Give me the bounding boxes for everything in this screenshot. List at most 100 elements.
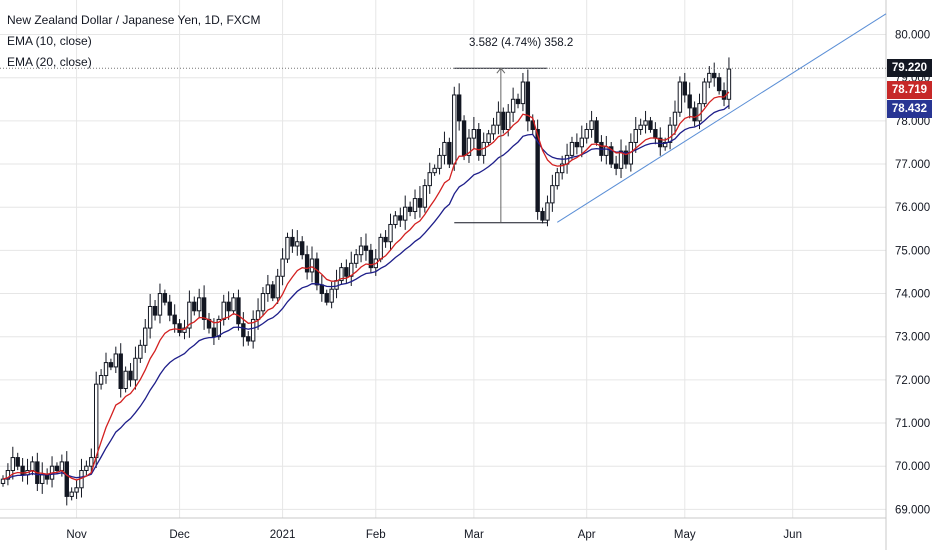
candle-body bbox=[339, 267, 344, 282]
candle-body bbox=[162, 293, 168, 303]
candle-body bbox=[128, 370, 133, 381]
candle-body bbox=[540, 211, 545, 221]
measure-arrow-head bbox=[496, 67, 506, 74]
candle-body bbox=[383, 236, 388, 243]
candle-body bbox=[466, 137, 472, 156]
ema10-price-tag: 78.719 bbox=[887, 80, 932, 99]
candle-body bbox=[437, 154, 442, 169]
candle-body bbox=[496, 111, 501, 126]
candle-body bbox=[559, 163, 565, 174]
last-price-tag: 79.220 bbox=[887, 59, 932, 78]
x-tick-label: Mar bbox=[464, 529, 484, 541]
candle-body bbox=[609, 146, 614, 165]
candle-body bbox=[407, 206, 413, 213]
candle-body bbox=[515, 98, 521, 105]
x-tick-label: Jun bbox=[783, 529, 802, 541]
trendline bbox=[556, 13, 887, 223]
candle-body bbox=[30, 461, 35, 472]
candle-body bbox=[152, 305, 158, 316]
candle-body bbox=[471, 129, 477, 139]
candle-body bbox=[638, 124, 643, 131]
candle-body bbox=[5, 470, 11, 480]
candle-body bbox=[712, 72, 717, 79]
candle-body bbox=[270, 284, 275, 299]
candle-body bbox=[403, 206, 408, 221]
candle-body bbox=[393, 215, 398, 225]
candle-body bbox=[15, 457, 20, 467]
candle-body bbox=[275, 275, 280, 299]
x-tick-label: 2021 bbox=[270, 529, 296, 541]
candle-body bbox=[40, 474, 45, 484]
candle-body bbox=[579, 137, 584, 148]
candle-body bbox=[476, 129, 481, 156]
candle-body bbox=[633, 129, 638, 143]
candle-body bbox=[584, 129, 589, 139]
candle-body bbox=[89, 457, 94, 467]
candle-body bbox=[520, 81, 526, 105]
candle-body bbox=[510, 98, 516, 113]
candle-body bbox=[157, 293, 163, 316]
candle-body bbox=[69, 491, 74, 497]
candle-body bbox=[221, 301, 226, 320]
candle-body bbox=[290, 236, 295, 247]
x-tick-label: May bbox=[674, 529, 696, 541]
candle-body bbox=[555, 172, 560, 187]
x-tick-label: Apr bbox=[578, 529, 596, 541]
candle-body bbox=[280, 258, 285, 277]
candle-body bbox=[192, 301, 197, 312]
candle-body bbox=[329, 288, 334, 303]
candle-body bbox=[569, 141, 575, 156]
y-tick-label: 78.000 bbox=[895, 116, 930, 128]
candle-body bbox=[108, 362, 114, 368]
candle-body bbox=[667, 124, 673, 143]
candle-body bbox=[231, 297, 236, 312]
candle-body bbox=[506, 111, 511, 130]
candle-body bbox=[501, 111, 506, 130]
candle-body bbox=[672, 111, 678, 126]
x-tick-label: Nov bbox=[66, 529, 87, 541]
candle-body bbox=[358, 245, 364, 256]
candle-body bbox=[432, 167, 437, 174]
candle-body bbox=[0, 478, 6, 484]
ema10-line bbox=[2, 91, 730, 481]
legend-symbol: New Zealand Dollar / Japanese Yen, 1D, F… bbox=[7, 13, 261, 27]
candle-body bbox=[123, 370, 128, 390]
candle-body bbox=[10, 457, 16, 472]
candle-body bbox=[344, 267, 349, 277]
chart-legend: New Zealand Dollar / Japanese Yen, 1D, F… bbox=[7, 10, 260, 73]
candle-body bbox=[363, 245, 369, 251]
candle-body bbox=[613, 163, 619, 169]
candle-body bbox=[589, 120, 594, 131]
candle-body bbox=[687, 94, 692, 109]
candle-body bbox=[216, 318, 222, 338]
candle-body bbox=[236, 297, 241, 325]
candle-body bbox=[133, 357, 138, 381]
candle-body bbox=[550, 185, 555, 204]
candle-body bbox=[452, 94, 457, 165]
candle-body bbox=[486, 133, 491, 143]
candle-body bbox=[147, 305, 153, 329]
candle-body bbox=[682, 81, 687, 96]
candle-body bbox=[545, 202, 550, 221]
candle-body bbox=[677, 81, 683, 113]
candle-body bbox=[726, 68, 732, 100]
candle-body bbox=[398, 215, 403, 221]
candle-body bbox=[197, 297, 202, 312]
candle-body bbox=[177, 323, 182, 333]
y-tick-label: 77.000 bbox=[895, 159, 930, 171]
candle-body bbox=[182, 327, 187, 333]
y-tick-label: 69.000 bbox=[895, 504, 930, 516]
candle-body bbox=[260, 293, 266, 312]
candle-body bbox=[692, 107, 697, 122]
y-tick-label: 73.000 bbox=[895, 332, 930, 344]
y-tick-label: 74.000 bbox=[895, 289, 930, 301]
candle-body bbox=[456, 94, 462, 122]
candle-body bbox=[525, 81, 531, 122]
ema20-price-tag: 78.432 bbox=[887, 99, 932, 118]
candle-body bbox=[604, 146, 609, 156]
candle-body bbox=[84, 465, 89, 472]
candle-body bbox=[643, 120, 648, 126]
candle-body bbox=[246, 336, 251, 342]
candle-body bbox=[118, 353, 123, 390]
